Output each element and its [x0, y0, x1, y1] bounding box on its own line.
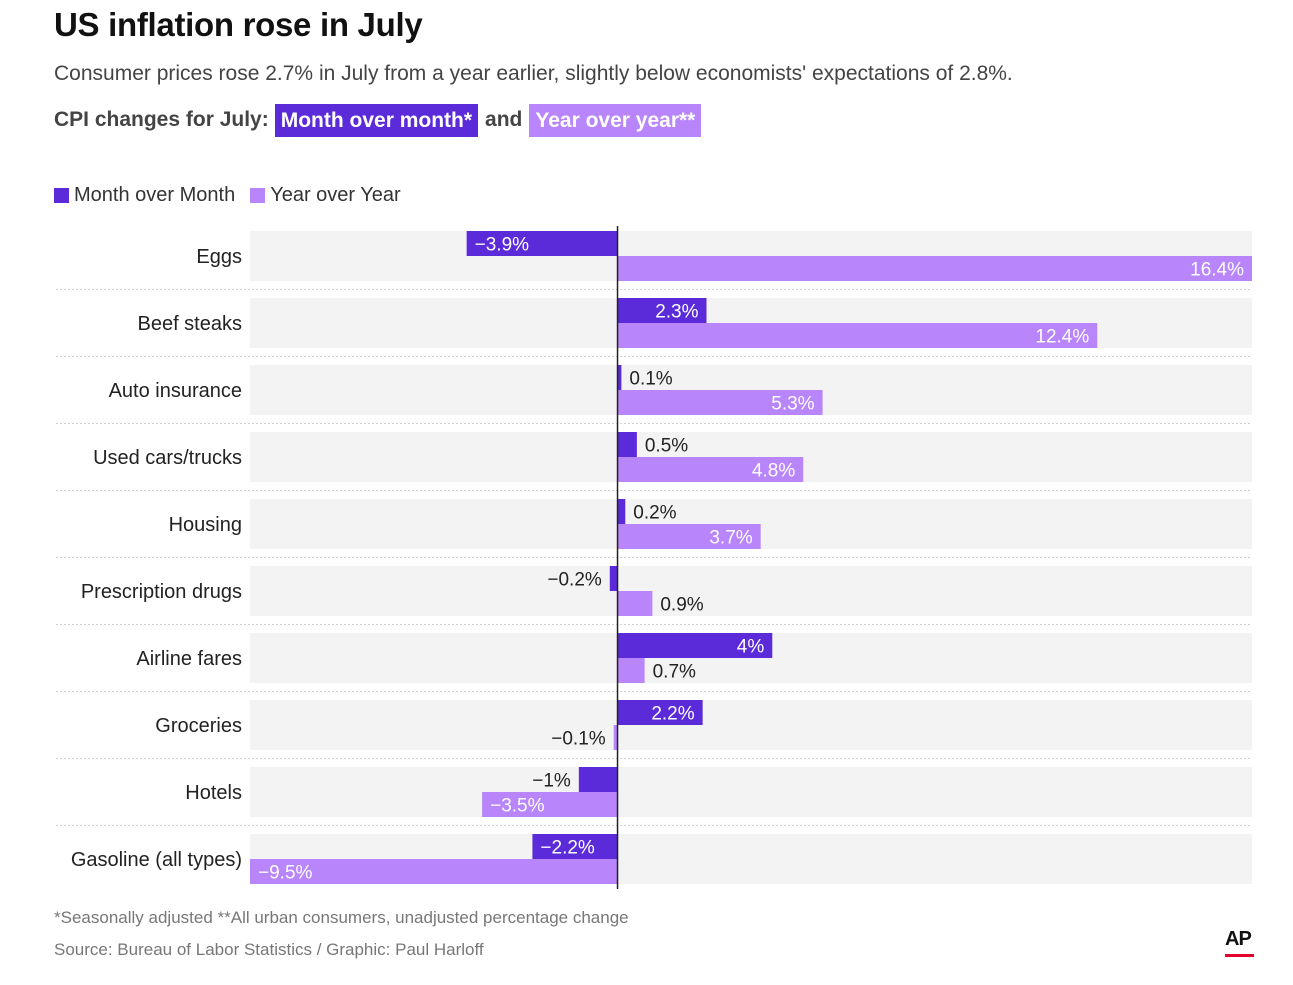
- category-label: Gasoline (all types): [71, 849, 242, 871]
- bar-yoy: [250, 859, 618, 884]
- data-label-mom: 2.3%: [655, 302, 698, 323]
- legend-swatch-yoy: [250, 188, 266, 203]
- ap-logo: AP: [1225, 928, 1252, 950]
- data-label-yoy: 0.9%: [660, 595, 703, 616]
- chart-subtitle: Consumer prices rose 2.7% in July from a…: [54, 62, 1013, 85]
- bar-yoy: [482, 792, 618, 817]
- yoy-chip: Year over year**: [529, 103, 702, 137]
- legend-item-yoy: Year over Year: [250, 184, 401, 207]
- legend-item-mom: Month over Month: [54, 184, 235, 207]
- data-label-yoy: −9.5%: [258, 863, 313, 884]
- bar-mom: [532, 834, 618, 859]
- data-label-mom: −2.2%: [540, 838, 595, 859]
- mom-chip: Month over month*: [274, 103, 479, 137]
- legend-label-mom: Month over Month: [74, 184, 236, 206]
- category-label: Airline fares: [136, 648, 242, 670]
- legend-label-yoy: Year over Year: [270, 184, 401, 206]
- legend: Month over Month Year over Year: [54, 184, 416, 207]
- source-credit: Source: Bureau of Labor Statistics / Gra…: [54, 940, 484, 959]
- and-text: and: [485, 108, 523, 131]
- bar-mom: [617, 700, 703, 725]
- data-label-yoy: −0.1%: [551, 729, 606, 750]
- cpi-lead-text: CPI changes for July:: [54, 108, 269, 131]
- category-label: Beef steaks: [137, 313, 242, 335]
- data-label-yoy: 5.3%: [771, 394, 814, 415]
- bar-yoy: [617, 390, 823, 415]
- category-label: Groceries: [155, 715, 242, 737]
- row-background: [250, 767, 1252, 817]
- bar-mom: [578, 767, 618, 792]
- category-label: Housing: [169, 514, 242, 536]
- bar-yoy: [617, 658, 645, 683]
- category-label: Prescription drugs: [81, 581, 242, 603]
- bar-yoy: [613, 725, 618, 750]
- chart-title: US inflation rose in July: [54, 6, 423, 43]
- data-label-yoy: 0.7%: [653, 662, 696, 683]
- bar-mom: [617, 365, 622, 390]
- row-background: [250, 700, 1252, 750]
- row-background: [250, 566, 1252, 616]
- bar-yoy: [617, 256, 1252, 281]
- bar-mom: [617, 499, 626, 524]
- data-label-mom: 0.2%: [633, 503, 676, 524]
- bar-mom: [617, 432, 637, 457]
- category-label: Eggs: [196, 246, 242, 268]
- ap-logo-underline: [1225, 954, 1254, 957]
- data-label-mom: −3.9%: [475, 235, 530, 256]
- category-label: Auto insurance: [109, 380, 242, 402]
- bar-mom: [617, 633, 773, 658]
- bar-mom: [609, 566, 618, 591]
- data-label-mom: 2.2%: [651, 704, 694, 725]
- bar-mom: [617, 298, 707, 323]
- data-label-yoy: 4.8%: [752, 461, 795, 482]
- data-label-mom: 4%: [737, 637, 765, 658]
- bar-yoy: [617, 457, 804, 482]
- data-label-yoy: 16.4%: [1190, 260, 1244, 281]
- data-label-yoy: −3.5%: [490, 796, 545, 817]
- data-label-mom: 0.1%: [629, 369, 672, 390]
- category-label: Hotels: [185, 782, 242, 804]
- cpi-key-line: CPI changes for July: Month over month* …: [54, 102, 702, 138]
- bar-yoy: [617, 323, 1098, 348]
- bar-yoy: [617, 524, 761, 549]
- bar-mom: [466, 231, 618, 256]
- footnote: *Seasonally adjusted **All urban consume…: [54, 908, 629, 927]
- data-label-yoy: 12.4%: [1035, 327, 1089, 348]
- data-label-mom: −0.2%: [547, 570, 602, 591]
- data-label-yoy: 3.7%: [709, 528, 752, 549]
- bar-yoy: [617, 591, 653, 616]
- category-label: Used cars/trucks: [93, 447, 242, 469]
- data-label-mom: −1%: [532, 771, 571, 792]
- data-label-mom: 0.5%: [645, 436, 688, 457]
- legend-swatch-mom: [54, 188, 69, 203]
